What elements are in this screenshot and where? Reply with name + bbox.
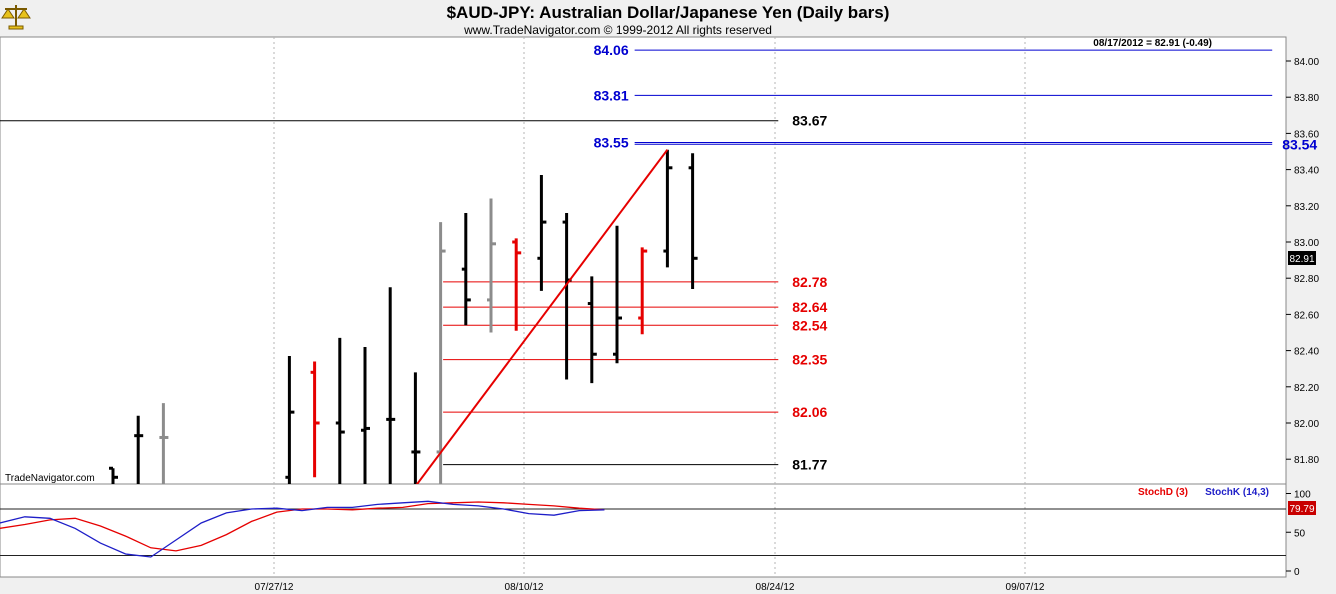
stoch-last-value: 79.79 — [1289, 504, 1314, 515]
level-label-83.67: 83.67 — [792, 113, 827, 129]
stochastic-lines — [0, 500, 605, 558]
ohlc-bar — [386, 287, 396, 484]
level-label-83.55: 83.55 — [594, 134, 629, 150]
price-last-tag — [1288, 251, 1316, 265]
y-tick-label: 83.80 — [1294, 93, 1319, 104]
legend-stochd: StochD (3) — [1138, 487, 1188, 498]
stoch-y-tick-label: 100 — [1294, 490, 1311, 501]
y-tick-label: 82.60 — [1294, 310, 1319, 321]
level-label-83.54: 83.54 — [1282, 136, 1317, 152]
y-tick-label: 82.20 — [1294, 383, 1319, 394]
stoch-panel — [0, 483, 1287, 578]
level-label-82.35: 82.35 — [792, 352, 827, 368]
ohlc-bar — [663, 149, 673, 268]
level-label-82.54: 82.54 — [792, 317, 827, 333]
last-price-info: 08/17/2012 = 82.91 (-0.49) — [1093, 38, 1212, 49]
y-tick-label: 83.00 — [1294, 238, 1319, 249]
x-tick-label: 09/07/12 — [1006, 582, 1045, 593]
legend-stochk: StochK (14,3) — [1205, 487, 1269, 498]
stoch-y-tick-label: 0 — [1294, 567, 1300, 578]
ohlc-bar — [335, 337, 345, 484]
ohlc-bar — [587, 276, 597, 384]
scales-icon — [1, 5, 31, 30]
ohlc-bar — [159, 403, 169, 484]
trendline — [415, 149, 669, 484]
x-tick-label: 07/27/12 — [255, 582, 294, 593]
price-bars — [109, 149, 698, 484]
series-stochk-14-3- — [0, 500, 605, 558]
ohlc-bar — [638, 247, 648, 335]
ohlc-bar — [361, 346, 370, 484]
level-label-82.06: 82.06 — [792, 404, 827, 420]
y-tick-label: 82.00 — [1294, 419, 1319, 430]
y-tick-label: 81.80 — [1294, 455, 1319, 466]
axes: 07/27/12 08/10/12 08/24/12 09/07/12 81.80 82.… — [255, 57, 1320, 593]
y-tick-label: 83.60 — [1294, 129, 1319, 140]
ohlc-bar — [109, 466, 118, 484]
copyright: www.TradeNavigator.com © 1999-2012 All r… — [463, 23, 772, 37]
horizontal-levels: 84.06 83.81 83.55 83.54 83.67 82.78 82.64 82.54… — [0, 42, 1317, 473]
level-label-83.81: 83.81 — [594, 87, 629, 103]
price-last-value: 82.91 — [1289, 254, 1314, 265]
watermark: TradeNavigator.com — [5, 473, 95, 484]
series-stochd-3- — [0, 501, 605, 552]
ohlc-bar — [310, 361, 320, 478]
level-label-82.64: 82.64 — [792, 299, 827, 315]
ohlc-bar — [512, 238, 522, 331]
ohlc-bar — [285, 356, 295, 484]
ohlc-bar — [537, 175, 547, 291]
y-tick-label: 84.00 — [1294, 57, 1319, 68]
stoch-last-tag — [1288, 501, 1316, 515]
stoch-y-tick-label: 50 — [1294, 528, 1306, 539]
level-label-82.78: 82.78 — [792, 274, 827, 290]
ohlc-bar — [688, 153, 698, 290]
ohlc-bar — [134, 415, 144, 484]
x-tick-label: 08/24/12 — [756, 582, 795, 593]
chart-title: $AUD-JPY: Australian Dollar/Japanese Yen… — [447, 3, 890, 22]
ohlc-bar — [411, 372, 421, 484]
y-tick-label: 82.40 — [1294, 347, 1319, 358]
y-tick-label: 82.80 — [1294, 274, 1319, 285]
ohlc-bar — [461, 213, 471, 326]
x-tick-label: 08/10/12 — [505, 582, 544, 593]
ohlc-bar — [487, 198, 496, 333]
ohlc-bar — [613, 225, 622, 364]
y-tick-label: 83.20 — [1294, 202, 1319, 213]
y-tick-label: 83.40 — [1294, 166, 1319, 177]
level-label-81.77: 81.77 — [792, 457, 827, 473]
level-label-84.06: 84.06 — [594, 42, 629, 58]
